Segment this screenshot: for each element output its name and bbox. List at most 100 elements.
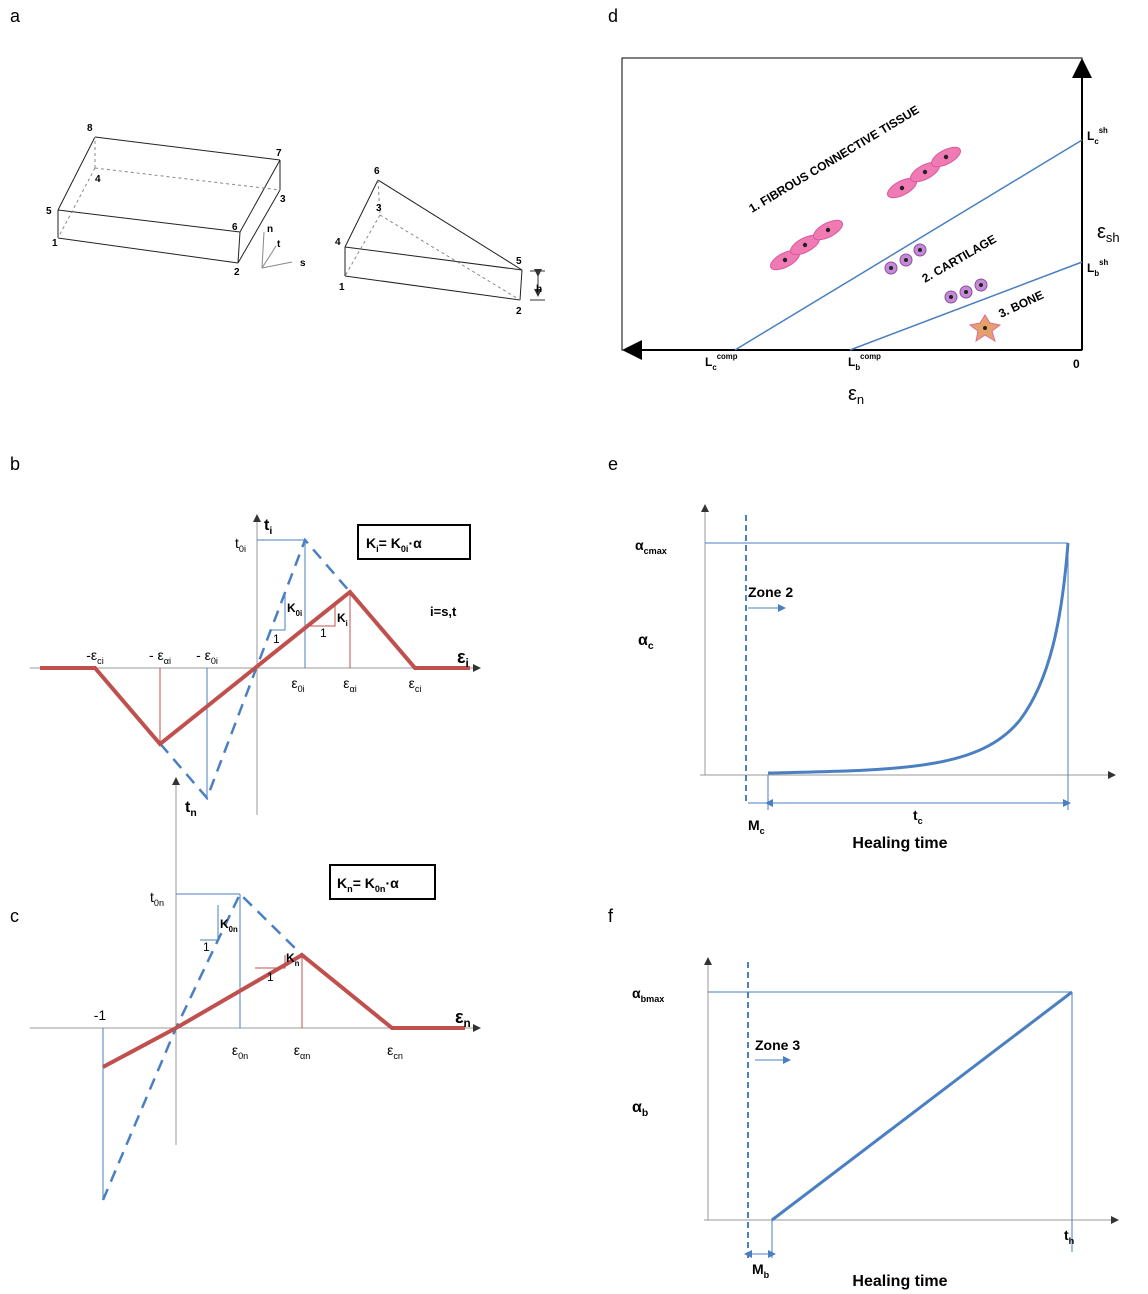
panel-label: b [10, 454, 20, 474]
node-label: 2 [516, 306, 522, 317]
nucleus [949, 295, 953, 299]
line [378, 180, 522, 270]
zone-label: 2. CARTILAGE [920, 232, 999, 286]
slope-label: 0n [229, 925, 238, 934]
tick-label: bmax [641, 994, 665, 1004]
zone-label: Zone 2 [748, 584, 793, 600]
axis-title: tn [185, 799, 197, 819]
axis-title: sh [1106, 230, 1120, 245]
zone-label: Zone 3 [755, 1037, 800, 1053]
formula: ·α [408, 535, 422, 551]
tick-label: εcn [387, 1042, 403, 1061]
node-label: 5 [46, 206, 52, 217]
tick-label: Lbsh [1087, 258, 1108, 278]
tick-label: Lccomp [705, 352, 738, 372]
line [95, 168, 280, 190]
tick-label: Mb [752, 1261, 770, 1280]
axis-title: α [638, 632, 648, 649]
tick-label: 0i [298, 684, 305, 694]
tick-label: -ε [86, 647, 97, 663]
tick-label: c [918, 816, 923, 826]
line [58, 238, 238, 263]
node-label: 4 [335, 237, 341, 248]
node-label: 3 [376, 203, 382, 214]
line [95, 137, 280, 160]
axis-title: αb [632, 1099, 648, 1119]
slope-label: 1 [267, 970, 274, 984]
tick-label: sh [1099, 126, 1108, 135]
formula: K [366, 535, 376, 551]
tick-label: L [848, 355, 855, 369]
slope-label: 1 [273, 632, 280, 646]
tick-label: h [1069, 1236, 1075, 1246]
tick-label: b [855, 363, 860, 372]
tick-label: comp [860, 352, 881, 361]
line [95, 540, 350, 798]
line [772, 992, 1072, 1220]
line [345, 180, 378, 247]
tick-label: L [1087, 129, 1094, 143]
annotation: i=s,t [430, 604, 457, 619]
axis-title: α [632, 1099, 642, 1116]
tick-label: cmax [644, 546, 667, 556]
tick-label: M [752, 1261, 764, 1277]
slope-label: K [287, 601, 296, 615]
tick-label: εci [409, 675, 422, 694]
line [262, 262, 292, 268]
nucleus [979, 283, 983, 287]
node-label: 1 [339, 282, 345, 293]
axis-title: c [648, 641, 654, 652]
nucleus [923, 170, 927, 174]
nucleus [900, 186, 904, 190]
formula: K [337, 875, 347, 891]
tick-label: αcmax [635, 537, 667, 556]
formula: 0n [375, 884, 386, 894]
line [345, 215, 380, 276]
tick-label: - ε [149, 647, 164, 663]
tick-label: ci [97, 656, 104, 666]
tick-label: 0 [1073, 357, 1080, 371]
axis-title: i [466, 657, 469, 670]
axis-title: n [190, 808, 196, 819]
nucleus [944, 155, 948, 159]
slope-label: Ki [337, 611, 348, 628]
line [262, 246, 276, 268]
formula: = K [353, 875, 375, 891]
tick-label: Lbcomp [848, 352, 881, 372]
line [520, 270, 522, 300]
tick-label: c [760, 826, 765, 836]
line [345, 276, 520, 300]
line [58, 168, 95, 238]
tick-label: 0n [154, 898, 164, 908]
node-label: 6 [374, 166, 380, 177]
tick-label: - ε0i [196, 647, 218, 666]
tick-label: 0i [239, 544, 246, 554]
axis-title: ε [1097, 221, 1106, 243]
line [735, 140, 1082, 350]
tick-label: -1 [94, 1007, 107, 1023]
tick-label: αi [164, 656, 171, 666]
slope-label: i [346, 619, 348, 628]
line [58, 210, 240, 232]
tick-label: αbmax [632, 985, 664, 1004]
tick-label: Mc [748, 817, 765, 836]
node-label: 7 [276, 148, 282, 159]
line [238, 190, 280, 263]
axis-title: εi [457, 647, 469, 670]
node-label: 1 [52, 238, 58, 249]
tick-label: - εαi [149, 647, 171, 666]
tick-label: εαi [343, 675, 357, 694]
tick-label: αi [349, 684, 356, 694]
tick-label: b [764, 1270, 770, 1280]
tick-label: -εci [86, 647, 103, 666]
line [380, 215, 520, 300]
line [240, 160, 280, 232]
panel-label: d [608, 6, 618, 26]
tick-label: ε0n [232, 1042, 248, 1061]
formula: Kn= K0n·α [337, 875, 399, 894]
formula: ·α [386, 875, 400, 891]
axis-title: i [269, 526, 272, 537]
axis-title: εsh [1097, 221, 1120, 245]
line [58, 137, 95, 210]
curve [768, 543, 1068, 773]
